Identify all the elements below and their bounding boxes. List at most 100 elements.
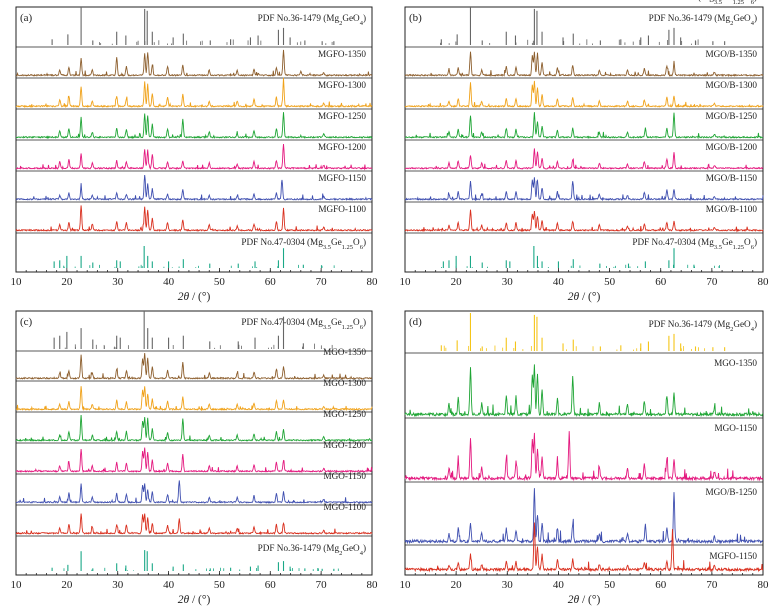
plot-frame	[15, 6, 373, 273]
xrd-pattern	[404, 364, 764, 418]
series-1: MGFO-1350	[15, 49, 373, 77]
xrd-pattern	[15, 414, 373, 443]
series-0: PDF No.36-1479 (Mg2GeO4)	[440, 313, 757, 351]
series-6: MGFO-1100	[15, 204, 373, 232]
series-2: MGFO-1300	[15, 77, 373, 109]
series-4: MGO-1200	[15, 440, 373, 474]
xrd-pattern	[15, 49, 373, 77]
x-tick-label: 20	[61, 579, 73, 591]
pattern-label: PDF No.36-1479 (Mg2GeO4)	[258, 543, 366, 557]
series-1: MGO-1350	[404, 358, 764, 418]
series-2: MGO-1150	[404, 423, 764, 482]
pattern-label: MGO/B-1150	[706, 173, 758, 183]
pattern-label: MGO-1100	[323, 502, 366, 512]
pattern-label: MGO/B-1100	[706, 204, 758, 214]
x-tick-label: 50	[214, 579, 226, 591]
series-3: MGO-1250	[15, 409, 373, 443]
xrd-pattern	[15, 205, 373, 232]
x-tick-label: 50	[214, 276, 226, 288]
panel-letter: (b)	[409, 12, 422, 24]
x-tick-label: 20	[451, 276, 463, 288]
x-tick-label: 80	[758, 276, 770, 288]
xrd-pattern	[404, 209, 764, 233]
series-2: MGO/B-1300	[404, 80, 764, 108]
x-tick-label: 60	[655, 276, 667, 288]
pattern-label: MGFO-1150	[318, 173, 366, 183]
xrd-pattern	[404, 112, 764, 140]
pattern-label: MGO/B-1250	[705, 111, 757, 121]
x-tick-label: 70	[316, 276, 328, 288]
plot-frame	[404, 6, 764, 273]
xrd-pattern	[15, 175, 373, 201]
pattern-label: MGFO-1200	[318, 142, 366, 152]
pattern-label: MGO-1150	[323, 471, 366, 481]
pattern-label: PDF No.47-0304 (Mg3.5Ge1.25O6)	[241, 237, 366, 251]
series-0: PDF No.36-1479 (Mg2GeO4)	[439, 7, 757, 45]
pattern-label: MGFO-1100	[318, 204, 366, 214]
series-5: MGFO-1150	[15, 173, 373, 201]
x-tick-label: 10	[11, 579, 23, 591]
xrd-pattern	[404, 431, 764, 482]
x-tick-label: 70	[706, 276, 718, 288]
xrd-pattern	[16, 480, 373, 504]
series-4: MGFO-1200	[15, 142, 373, 171]
series-3: MGO/B-1250	[404, 487, 763, 545]
pattern-label: MGO-1250	[323, 409, 366, 419]
xrd-pattern	[15, 447, 373, 474]
pattern-label: PDF No.47-0304 (Mg3.5Ge1.25O6)	[241, 317, 366, 331]
x-tick-label: 60	[265, 579, 277, 591]
series-5: PDF No.47-0304 (Mg3.5Ge1.25O6)	[632, 0, 757, 6]
pattern-label: MGO-1200	[323, 440, 366, 450]
x-tick-label: 20	[61, 276, 73, 288]
x-tick-label: 10	[11, 276, 23, 288]
pattern-label: PDF No.36-1479 (Mg2GeO4)	[649, 13, 757, 27]
x-tick-label: 30	[112, 276, 124, 288]
x-axis-label: 2θ / (°)	[178, 594, 211, 606]
x-tick-label: 80	[758, 579, 770, 591]
series-7: PDF No.36-1479 (Mg2GeO4)	[51, 543, 366, 571]
pattern-label: PDF No.36-1479 (Mg2GeO4)	[258, 13, 366, 27]
pattern-label: MGO/B-1300	[705, 80, 757, 90]
x-axis-label: 2θ / (°)	[178, 291, 211, 303]
x-tick-label: 30	[112, 579, 124, 591]
x-tick-label: 20	[451, 579, 463, 591]
xrd-pattern	[404, 177, 764, 202]
pattern-label: MGO-1300	[323, 378, 366, 388]
pattern-label: PDF No.36-1479 (Mg2GeO4)	[649, 319, 757, 333]
xrd-pattern	[404, 488, 763, 545]
xrd-pattern	[16, 112, 373, 140]
x-tick-label: 80	[367, 579, 379, 591]
pattern-label: MGFO-1250	[318, 111, 366, 121]
series-0: PDF No.47-0304 (Mg3.5Ge1.25O6)	[53, 311, 366, 349]
x-tick-label: 40	[163, 276, 175, 288]
pattern-label: MGO-1350	[714, 358, 757, 368]
plot-frame	[404, 310, 764, 576]
x-axis-label: 2θ / (°)	[568, 594, 601, 606]
series-1: MGO/B-1350	[404, 49, 764, 78]
series-6: MGO-1100	[15, 502, 373, 535]
pattern-label: MGFO-1350	[318, 49, 366, 59]
series-5: MGO-1150	[16, 471, 373, 504]
series-4: MGO/B-1200	[404, 142, 764, 171]
x-tick-label: 80	[367, 276, 379, 288]
panel-d: 10 20 30 40 50 60 70 80 2θ / (°) (d) PDF No.36-147…	[400, 0, 770, 606]
x-tick-label: 10	[400, 579, 412, 591]
pattern-label: PDF No.47-0304 (Mg3.5Ge1.25O6)	[632, 0, 757, 6]
xrd-pattern	[404, 51, 764, 78]
series-5: MGO/B-1150	[404, 173, 764, 202]
xrd-pattern	[15, 77, 373, 109]
x-tick-label: 40	[553, 579, 565, 591]
pattern-label: MGO-1350	[323, 347, 366, 357]
x-tick-label: 40	[553, 276, 565, 288]
panel-letter: (a)	[20, 12, 33, 24]
x-tick-label: 70	[706, 579, 718, 591]
x-tick-label: 60	[265, 276, 277, 288]
panel-letter: (d)	[409, 316, 422, 328]
series-1: MGO-1350	[15, 347, 373, 381]
xrd-pattern	[15, 386, 373, 412]
series-2: MGO-1300	[15, 378, 373, 412]
x-axis-label: 2θ / (°)	[568, 291, 601, 303]
series-6: MGO/B-1100	[404, 204, 764, 233]
series-7: PDF No.47-0304 (Mg3.5Ge1.25O6)	[53, 237, 366, 268]
pattern-label: MGO/B-1250	[705, 487, 757, 497]
